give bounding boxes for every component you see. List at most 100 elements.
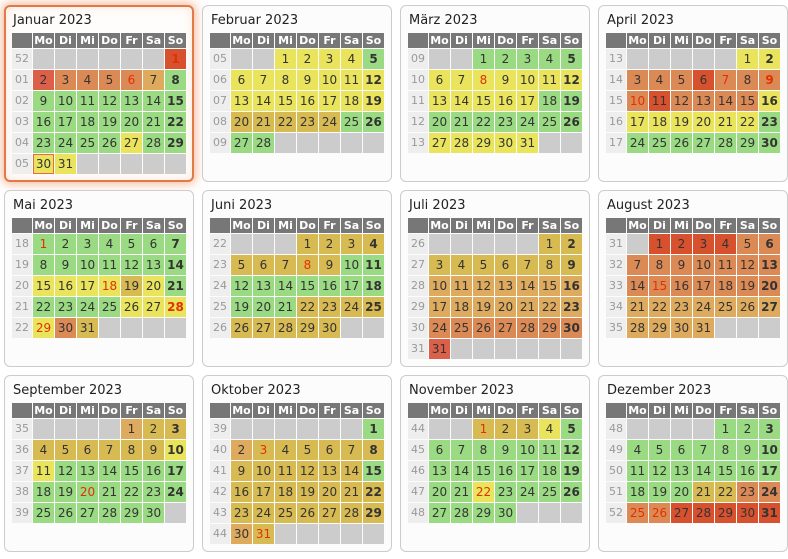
day-cell[interactable]: 28 xyxy=(143,133,164,153)
day-cell[interactable]: 25 xyxy=(99,297,120,317)
day-cell[interactable]: 31 xyxy=(759,503,780,523)
day-cell[interactable]: 10 xyxy=(319,70,340,90)
day-cell[interactable]: 19 xyxy=(231,297,252,317)
day-cell[interactable]: 24 xyxy=(341,297,362,317)
month-panel[interactable]: März 2023 Mo Di Mi Do Fr Sa So 09 1 2 3 4 5 10 6 7 8 9 10 11… xyxy=(400,5,590,182)
day-cell[interactable]: 15 xyxy=(649,276,670,296)
day-cell[interactable]: 14 xyxy=(715,91,736,111)
day-cell[interactable]: 9 xyxy=(495,70,516,90)
day-cell[interactable]: 20 xyxy=(253,297,274,317)
day-cell[interactable]: 29 xyxy=(473,133,494,153)
day-cell[interactable]: 16 xyxy=(561,276,582,296)
day-cell[interactable]: 10 xyxy=(77,255,98,275)
day-cell[interactable]: 28 xyxy=(451,503,472,523)
day-cell[interactable]: 29 xyxy=(473,503,494,523)
day-cell[interactable]: 2 xyxy=(143,419,164,439)
day-cell[interactable]: 4 xyxy=(451,255,472,275)
day-cell[interactable]: 7 xyxy=(451,70,472,90)
day-cell[interactable]: 22 xyxy=(649,297,670,317)
day-cell[interactable]: 12 xyxy=(561,440,582,460)
day-cell[interactable]: 23 xyxy=(55,297,76,317)
day-cell[interactable]: 6 xyxy=(77,440,98,460)
day-cell[interactable]: 27 xyxy=(429,503,450,523)
day-cell[interactable]: 4 xyxy=(649,70,670,90)
day-cell[interactable]: 1 xyxy=(715,419,736,439)
day-cell[interactable]: 30 xyxy=(231,524,252,544)
day-cell[interactable]: 3 xyxy=(341,234,362,254)
day-cell[interactable]: 8 xyxy=(33,255,54,275)
day-cell[interactable]: 4 xyxy=(715,234,736,254)
day-cell[interactable]: 27 xyxy=(121,133,142,153)
day-cell[interactable]: 2 xyxy=(231,440,252,460)
day-cell[interactable]: 19 xyxy=(363,91,384,111)
day-cell[interactable]: 27 xyxy=(429,133,450,153)
day-cell[interactable]: 25 xyxy=(539,112,560,132)
day-cell[interactable]: 9 xyxy=(143,440,164,460)
day-cell[interactable]: 30 xyxy=(33,154,54,174)
day-cell[interactable]: 16 xyxy=(759,91,780,111)
day-cell[interactable]: 11 xyxy=(77,91,98,111)
day-cell[interactable]: 5 xyxy=(561,49,582,69)
day-cell[interactable]: 6 xyxy=(121,70,142,90)
month-panel[interactable]: April 2023 Mo Di Mi Do Fr Sa So 13 1 2 14 3 4 5 6 7 8 9 15 1… xyxy=(598,5,788,182)
day-cell[interactable]: 12 xyxy=(363,70,384,90)
day-cell[interactable]: 28 xyxy=(165,297,186,317)
day-cell[interactable]: 26 xyxy=(55,503,76,523)
day-cell[interactable]: 24 xyxy=(319,112,340,132)
day-cell[interactable]: 7 xyxy=(693,440,714,460)
day-cell[interactable]: 10 xyxy=(165,440,186,460)
day-cell[interactable]: 6 xyxy=(495,255,516,275)
day-cell[interactable]: 13 xyxy=(253,276,274,296)
day-cell[interactable]: 2 xyxy=(495,49,516,69)
day-cell[interactable]: 20 xyxy=(495,297,516,317)
day-cell[interactable]: 7 xyxy=(143,70,164,90)
day-cell[interactable]: 20 xyxy=(759,276,780,296)
day-cell[interactable]: 26 xyxy=(473,318,494,338)
day-cell[interactable]: 21 xyxy=(517,297,538,317)
day-cell[interactable]: 21 xyxy=(253,112,274,132)
day-cell[interactable]: 1 xyxy=(33,234,54,254)
day-cell[interactable]: 21 xyxy=(451,112,472,132)
day-cell[interactable]: 12 xyxy=(649,461,670,481)
day-cell[interactable]: 21 xyxy=(165,276,186,296)
day-cell[interactable]: 2 xyxy=(671,234,692,254)
day-cell[interactable]: 30 xyxy=(319,318,340,338)
day-cell[interactable]: 15 xyxy=(737,91,758,111)
day-cell[interactable]: 17 xyxy=(693,276,714,296)
day-cell[interactable]: 12 xyxy=(297,461,318,481)
day-cell[interactable]: 28 xyxy=(99,503,120,523)
day-cell[interactable]: 31 xyxy=(693,318,714,338)
day-cell[interactable]: 12 xyxy=(55,461,76,481)
day-cell[interactable]: 2 xyxy=(759,49,780,69)
day-cell[interactable]: 16 xyxy=(495,461,516,481)
day-cell[interactable]: 28 xyxy=(627,318,648,338)
day-cell[interactable]: 22 xyxy=(363,482,384,502)
month-panel[interactable]: November 2023 Mo Di Mi Do Fr Sa So 44 1 2 3 4 5 45 6 7 8 9… xyxy=(400,375,590,552)
day-cell[interactable]: 22 xyxy=(539,297,560,317)
day-cell[interactable]: 1 xyxy=(165,49,186,69)
day-cell[interactable]: 16 xyxy=(143,461,164,481)
day-cell[interactable]: 28 xyxy=(341,503,362,523)
day-cell[interactable]: 24 xyxy=(627,133,648,153)
day-cell[interactable]: 29 xyxy=(539,318,560,338)
day-cell[interactable]: 9 xyxy=(319,255,340,275)
day-cell[interactable]: 27 xyxy=(231,133,252,153)
day-cell[interactable]: 23 xyxy=(319,297,340,317)
day-cell[interactable]: 30 xyxy=(55,318,76,338)
day-cell[interactable]: 11 xyxy=(275,461,296,481)
day-cell[interactable]: 14 xyxy=(275,276,296,296)
day-cell[interactable]: 4 xyxy=(539,49,560,69)
day-cell[interactable]: 18 xyxy=(99,276,120,296)
day-cell[interactable]: 9 xyxy=(737,440,758,460)
day-cell[interactable]: 17 xyxy=(253,482,274,502)
day-cell[interactable]: 8 xyxy=(473,440,494,460)
day-cell[interactable]: 6 xyxy=(231,70,252,90)
day-cell[interactable]: 3 xyxy=(319,49,340,69)
day-cell[interactable]: 15 xyxy=(539,276,560,296)
day-cell[interactable]: 7 xyxy=(165,234,186,254)
day-cell[interactable]: 6 xyxy=(693,70,714,90)
day-cell[interactable]: 2 xyxy=(297,49,318,69)
day-cell[interactable]: 26 xyxy=(671,133,692,153)
day-cell[interactable]: 5 xyxy=(297,440,318,460)
day-cell[interactable]: 7 xyxy=(517,255,538,275)
